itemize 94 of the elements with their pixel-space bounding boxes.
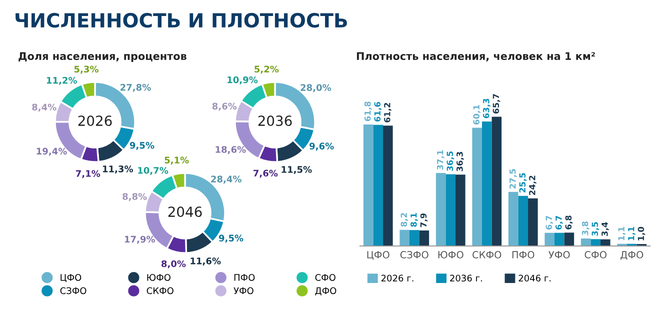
data-label: 9,5% bbox=[130, 142, 154, 150]
data-label: 37,1 bbox=[436, 150, 444, 170]
bar bbox=[580, 238, 591, 246]
x-tick-label: СЗФО bbox=[400, 251, 428, 258]
data-label: 60,1 bbox=[473, 105, 481, 124]
x-tick-label: ПФО bbox=[512, 251, 534, 258]
data-label: 27,5 bbox=[509, 169, 517, 188]
bar bbox=[400, 230, 410, 246]
data-label: 6,7 bbox=[546, 216, 554, 230]
bar bbox=[554, 232, 564, 246]
legend-label: ЮФО bbox=[147, 274, 170, 281]
data-label: 18,6% bbox=[216, 146, 246, 154]
bar bbox=[456, 174, 466, 246]
data-label: 10,9% bbox=[228, 76, 258, 84]
chart-title: ЧИСЛЕННОСТЬ И ПЛОТНОСТЬ bbox=[16, 12, 347, 28]
legend-label: 2026 г. bbox=[381, 274, 414, 282]
data-label: 5,3% bbox=[74, 66, 98, 74]
bar bbox=[590, 239, 601, 246]
legend-label: ДФО bbox=[315, 287, 336, 296]
data-label: 36,5 bbox=[446, 151, 454, 171]
bar bbox=[373, 124, 384, 246]
data-label: 11,2% bbox=[46, 76, 77, 85]
legend-label: 2036 г. bbox=[450, 274, 482, 282]
bar bbox=[528, 198, 538, 246]
x-tick-label: УФО bbox=[548, 251, 570, 258]
data-label: 28,4% bbox=[211, 176, 242, 184]
x-tick-label: СКФО bbox=[472, 251, 502, 258]
bar bbox=[518, 196, 528, 246]
data-label: 1,1 bbox=[628, 226, 636, 240]
data-label: 19,4% bbox=[36, 148, 67, 156]
bar bbox=[472, 128, 482, 246]
data-label: 8,2 bbox=[400, 213, 408, 227]
data-label: 7,6% bbox=[254, 170, 278, 178]
data-label: 25,5 bbox=[519, 173, 527, 192]
bar bbox=[446, 174, 456, 246]
chart-subtitle: Доля населения, процентов bbox=[18, 52, 186, 62]
data-label: 24,2 bbox=[529, 176, 536, 195]
bar bbox=[419, 230, 430, 246]
data-label: 8,0% bbox=[162, 260, 186, 268]
data-label: 1,1 bbox=[618, 226, 626, 240]
text: 2046 bbox=[168, 206, 202, 218]
data-label: 61,2 bbox=[384, 103, 392, 122]
bar bbox=[363, 124, 374, 246]
data-label: 65,7 bbox=[492, 94, 500, 114]
bar bbox=[544, 232, 554, 246]
data-label: 11,3% bbox=[102, 165, 134, 174]
bar bbox=[508, 192, 518, 246]
data-label: 11,5% bbox=[282, 166, 312, 174]
legend-label: 2046 г. bbox=[518, 274, 551, 282]
data-label: 61,6 bbox=[374, 102, 382, 122]
bar bbox=[492, 116, 502, 246]
data-label: 8,6% bbox=[212, 102, 237, 111]
x-tick-label: ЮФО bbox=[438, 251, 464, 258]
x-tick-label: СФО bbox=[584, 251, 606, 258]
text: 2036 bbox=[258, 116, 292, 126]
text: 2026 bbox=[78, 116, 112, 126]
x-tick-label: ДФО bbox=[620, 251, 644, 260]
legend-label: СЗФО bbox=[60, 287, 86, 294]
legend-label: УФО bbox=[234, 287, 254, 294]
bar bbox=[564, 232, 574, 246]
data-label: 9,5% bbox=[218, 234, 244, 243]
data-label: 1,0 bbox=[638, 226, 646, 240]
data-label: 5,2% bbox=[254, 66, 279, 74]
x-tick-label: ЦФО bbox=[367, 251, 390, 260]
legend-label: СФО bbox=[315, 274, 336, 281]
data-label: 8,1 bbox=[410, 213, 418, 227]
bar bbox=[482, 121, 492, 246]
data-label: 3,5 bbox=[592, 222, 600, 236]
data-label: 6,7 bbox=[555, 216, 563, 230]
bar bbox=[409, 230, 420, 246]
data-label: 8,8% bbox=[122, 193, 147, 202]
data-label: 5,1% bbox=[164, 156, 189, 165]
data-label: 7,1% bbox=[76, 170, 100, 178]
data-label: 17,9% bbox=[124, 236, 156, 244]
data-label: 27,8% bbox=[120, 84, 151, 92]
data-label: 9,6% bbox=[310, 142, 334, 151]
data-label: 36,3 bbox=[456, 152, 464, 172]
bar bbox=[436, 173, 446, 246]
chart-title: Плотность населения, человек на 1 км² bbox=[356, 52, 595, 62]
data-label: 3,8 bbox=[582, 222, 590, 236]
data-label: 6,8 bbox=[565, 216, 573, 230]
bar bbox=[600, 239, 610, 246]
legend-label: СКФО bbox=[146, 287, 174, 294]
bar bbox=[383, 126, 393, 246]
data-label: 63,3 bbox=[482, 98, 490, 118]
data-label: 61,8 bbox=[364, 102, 372, 122]
data-label: 11,6% bbox=[190, 258, 221, 266]
data-label: 3,4 bbox=[602, 222, 609, 236]
data-label: 7,9 bbox=[420, 213, 428, 228]
data-label: 28,0% bbox=[300, 84, 332, 92]
legend-label: ЦФО bbox=[60, 274, 82, 282]
legend-label: ПФО bbox=[234, 274, 255, 281]
data-label: 8,4% bbox=[32, 104, 56, 112]
data-label: 10,7% bbox=[138, 166, 168, 175]
